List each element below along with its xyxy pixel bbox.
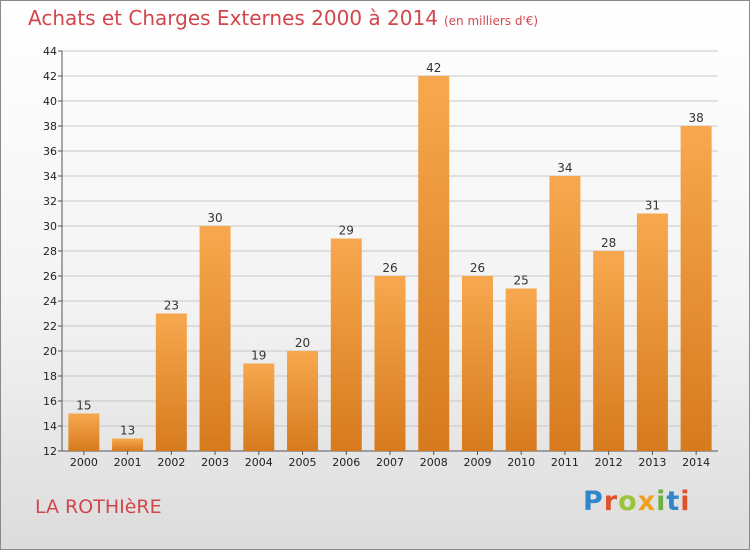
y-tick-label: 34 xyxy=(43,170,57,183)
data-label: 20 xyxy=(295,336,310,350)
proxiti-logo: Proxiti xyxy=(583,486,691,517)
data-label: 26 xyxy=(470,261,485,275)
logo-letter: x xyxy=(637,486,657,517)
logo-letter: i xyxy=(680,486,691,517)
bar xyxy=(243,363,275,451)
bar xyxy=(505,288,537,451)
y-tick-label: 16 xyxy=(43,395,57,408)
bar xyxy=(418,76,450,451)
y-tick-label: 36 xyxy=(43,145,57,158)
x-tick-label: 2012 xyxy=(595,456,623,469)
y-tick-label: 22 xyxy=(43,320,57,333)
chart-unit: (en milliers d'€) xyxy=(443,14,539,28)
bar xyxy=(680,126,712,451)
bar xyxy=(374,276,406,451)
y-tick-label: 18 xyxy=(43,370,57,383)
y-tick-label: 28 xyxy=(43,245,57,258)
data-label: 30 xyxy=(207,211,222,225)
bar xyxy=(461,276,493,451)
bar xyxy=(287,351,319,451)
data-label: 13 xyxy=(120,424,135,438)
bar xyxy=(112,438,144,451)
y-tick-label: 42 xyxy=(43,70,57,83)
bars xyxy=(68,76,712,451)
y-tick-label: 30 xyxy=(43,220,57,233)
x-tick-label: 2007 xyxy=(376,456,404,469)
data-label: 28 xyxy=(601,236,616,250)
bar xyxy=(199,226,231,451)
chart-title-text: Achats et Charges Externes 2000 à 2014 xyxy=(28,6,438,30)
data-label: 42 xyxy=(426,61,441,75)
y-tick-label: 14 xyxy=(43,420,57,433)
x-tick-label: 2013 xyxy=(638,456,666,469)
x-tick-label: 2006 xyxy=(332,456,360,469)
x-tick-label: 2002 xyxy=(157,456,185,469)
place-name: LA ROTHIèRE xyxy=(35,496,162,518)
logo-letter: o xyxy=(618,486,638,517)
data-label: 29 xyxy=(339,224,354,238)
x-tick-label: 2005 xyxy=(289,456,317,469)
y-tick-label: 20 xyxy=(43,345,57,358)
data-label: 26 xyxy=(382,261,397,275)
data-label: 23 xyxy=(164,299,179,313)
data-label: 19 xyxy=(251,349,266,363)
chart-title: Achats et Charges Externes 2000 à 2014 (e… xyxy=(28,6,538,30)
x-tick-label: 2003 xyxy=(201,456,229,469)
bar xyxy=(593,251,625,451)
bar xyxy=(155,313,187,451)
x-tick-label: 2008 xyxy=(420,456,448,469)
bar xyxy=(636,213,668,451)
x-tick-label: 2010 xyxy=(507,456,535,469)
x-tick-label: 2009 xyxy=(463,456,491,469)
logo-letter: t xyxy=(666,486,681,517)
data-label: 38 xyxy=(688,111,703,125)
y-tick-label: 26 xyxy=(43,270,57,283)
data-label: 15 xyxy=(76,399,91,413)
y-tick-label: 40 xyxy=(43,95,57,108)
x-tick-label: 2000 xyxy=(70,456,98,469)
x-tick-label: 2014 xyxy=(682,456,710,469)
value-labels: 15 13 23 30 19 20 29 26 42 26 25 34 28 31 38 xyxy=(76,61,704,438)
x-tick-label: 2011 xyxy=(551,456,579,469)
y-tick-label: 24 xyxy=(43,295,57,308)
x-tick-label: 2004 xyxy=(245,456,273,469)
logo-letter: P xyxy=(583,486,604,517)
y-tick-label: 32 xyxy=(43,195,57,208)
x-tick-label: 2001 xyxy=(114,456,142,469)
y-tick-label: 12 xyxy=(43,445,57,458)
bar xyxy=(330,238,362,451)
bar xyxy=(549,176,581,451)
bar xyxy=(68,413,100,451)
y-tick-label: 38 xyxy=(43,120,57,133)
data-label: 25 xyxy=(514,274,529,288)
data-label: 34 xyxy=(557,161,572,175)
y-tick-label: 44 xyxy=(43,45,57,58)
data-label: 31 xyxy=(645,199,660,213)
logo-letter: i xyxy=(656,486,667,517)
logo-letter: r xyxy=(603,486,619,517)
